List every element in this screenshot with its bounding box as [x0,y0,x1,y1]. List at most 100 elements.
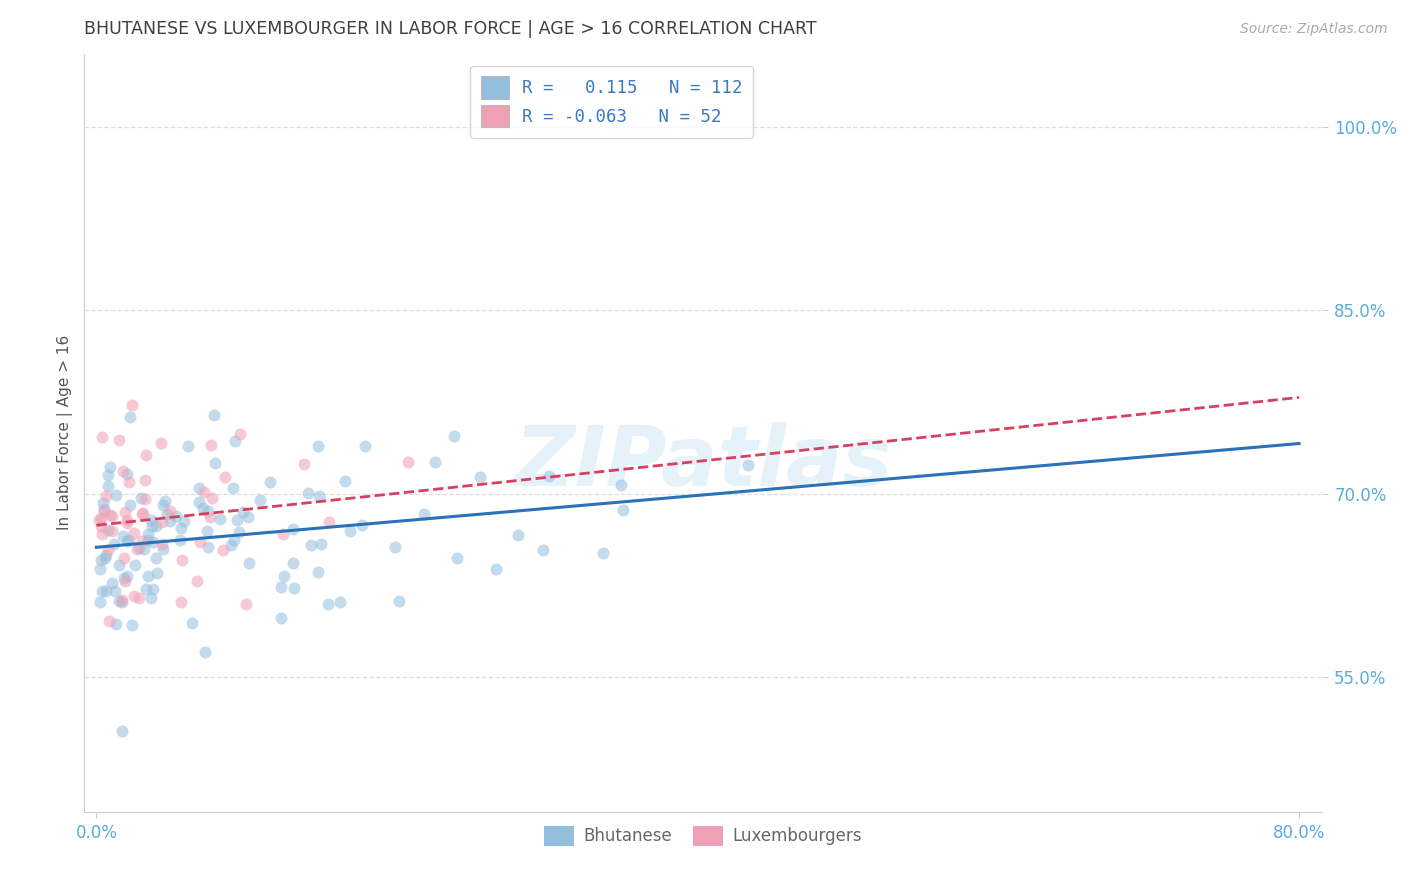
Point [128,591,150,605]
Point [124,558,146,572]
Point [170,520,193,534]
Point [170,595,193,609]
Point [101,508,124,523]
Point [136,527,159,541]
Point [228,427,250,442]
Point [292,457,315,471]
Point [214,470,236,484]
Point [135,448,157,462]
Point [136,568,159,582]
Point [115,569,138,583]
Point [141,534,163,549]
Point [125,541,148,556]
Point [211,542,233,557]
Text: ZIPatlas: ZIPatlas [515,423,891,503]
Point [592,545,614,559]
Point [281,556,304,570]
Point [97,523,120,537]
Point [209,512,232,526]
Point [146,566,169,581]
Point [108,558,131,572]
Point [141,519,163,533]
Point [111,464,134,478]
Point [90,519,112,533]
Point [181,615,204,630]
Point [329,595,352,609]
Point [170,553,193,567]
Point [96,548,118,562]
Point [297,485,319,500]
Point [468,470,491,484]
Point [93,504,115,518]
Point [89,594,111,608]
Point [195,524,218,538]
Point [318,515,340,529]
Point [198,510,221,524]
Point [152,541,174,556]
Point [270,610,292,624]
Point [186,574,208,588]
Point [307,565,329,579]
Point [226,513,249,527]
Point [145,519,167,533]
Point [333,475,356,489]
Point [108,434,131,448]
Point [165,508,187,523]
Point [90,510,112,524]
Point [118,410,141,425]
Point [533,543,555,558]
Point [149,436,172,450]
Point [238,510,260,524]
Point [228,525,250,540]
Point [159,504,181,518]
Point [134,473,156,487]
Point [90,584,112,599]
Point [94,489,117,503]
Point [150,515,173,529]
Point [139,513,162,527]
Point [446,551,468,566]
Point [90,553,112,567]
Point [204,456,226,470]
Point [108,594,131,608]
Point [202,409,225,423]
Point [224,434,246,449]
Point [112,551,135,566]
Point [135,582,157,596]
Point [443,429,465,443]
Point [104,617,127,632]
Point [354,439,377,453]
Point [484,561,506,575]
Point [271,527,294,541]
Point [506,528,529,542]
Point [117,516,139,530]
Point [118,498,141,512]
Text: Source: ZipAtlas.com: Source: ZipAtlas.com [1240,22,1388,37]
Point [249,492,271,507]
Point [188,535,211,549]
Point [134,491,156,506]
Point [122,589,145,603]
Point [152,499,174,513]
Point [118,533,141,548]
Point [197,504,219,518]
Point [187,481,209,495]
Point [193,500,215,515]
Point [111,529,134,543]
Point [89,513,111,527]
Point [122,526,145,541]
Point [97,543,120,558]
Point [281,522,304,536]
Point [221,539,243,553]
Point [153,494,176,508]
Point [169,533,191,548]
Point [114,574,136,588]
Point [201,491,224,505]
Point [235,597,257,611]
Point [270,580,292,594]
Point [537,468,560,483]
Point [159,514,181,528]
Point [90,527,112,541]
Point [177,439,200,453]
Point [110,593,132,607]
